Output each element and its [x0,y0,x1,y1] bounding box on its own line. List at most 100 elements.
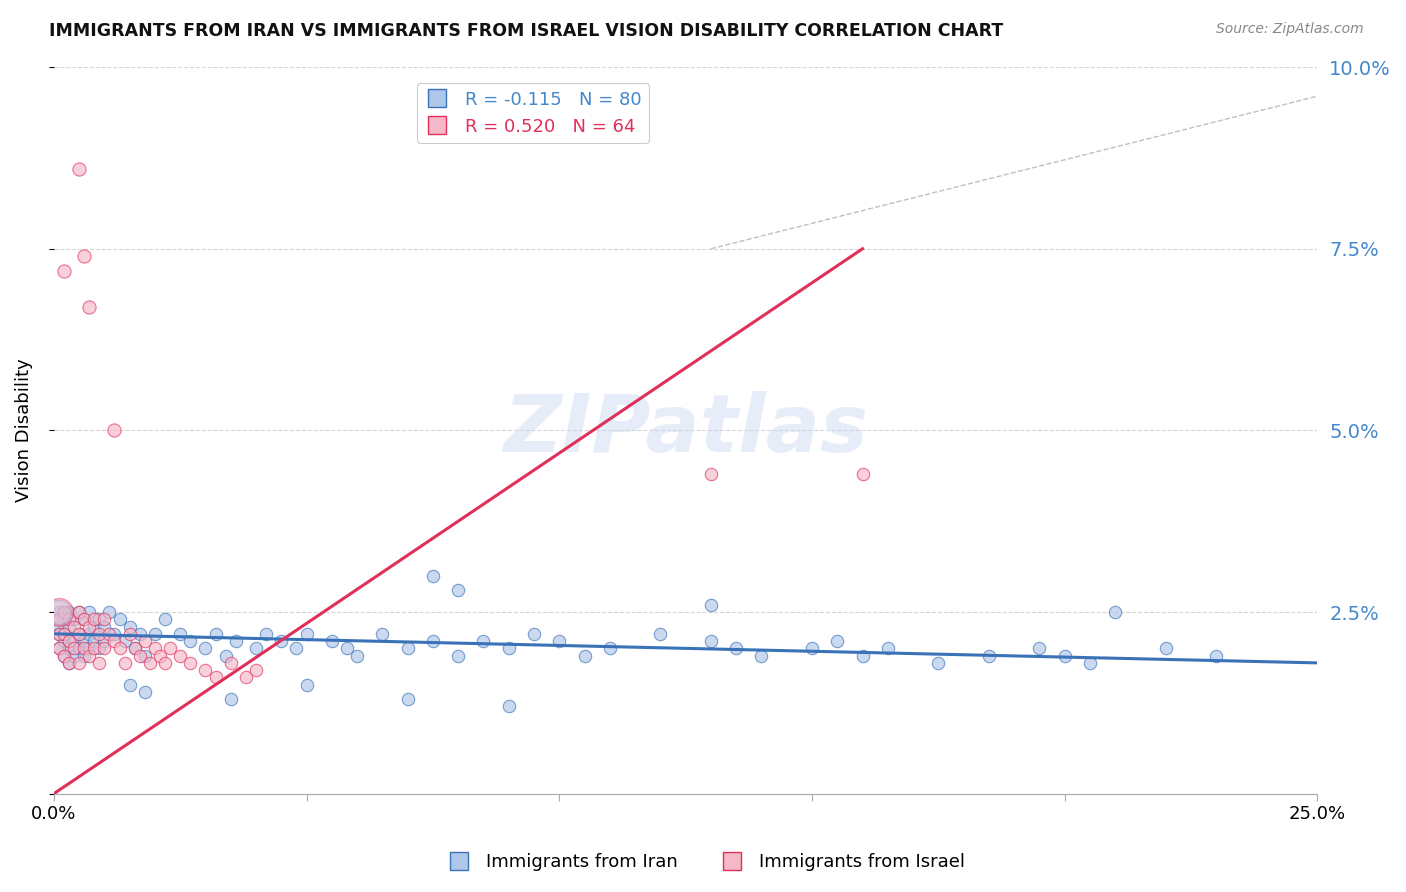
Point [93,619,115,633]
Point [179,656,201,670]
Point [89,641,111,656]
Point [63,619,86,633]
Point [128,627,150,641]
Point [194,641,217,656]
Point [139,656,162,670]
Point [876,641,898,656]
Point [124,641,146,656]
Point [52,627,75,641]
Point [67,627,90,641]
Point [118,678,141,692]
Point [58,656,80,670]
Point [93,612,115,626]
Point [52,612,75,626]
Point [1028,641,1050,656]
Text: ZIPatlas: ZIPatlas [503,392,868,469]
Point [321,634,343,648]
Point [472,634,495,648]
Point [48,612,70,626]
Point [73,634,96,648]
Point [48,605,70,619]
Point [204,627,226,641]
Point [153,612,176,626]
Point [83,634,105,648]
Point [134,648,156,663]
Text: Source: ZipAtlas.com: Source: ZipAtlas.com [1216,22,1364,37]
Point [89,612,111,626]
Point [63,641,86,656]
Point [118,619,141,633]
Point [219,656,242,670]
Point [77,300,100,314]
Point [114,634,136,648]
Point [235,670,257,684]
Point [498,641,520,656]
Point [108,641,131,656]
Point [801,641,824,656]
Point [396,641,419,656]
Point [1053,648,1076,663]
Legend: Immigrants from Iran, Immigrants from Israel: Immigrants from Iran, Immigrants from Is… [433,847,973,879]
Point [134,685,156,699]
Point [103,627,125,641]
Point [169,648,191,663]
Point [396,692,419,706]
Point [52,263,75,277]
Point [114,656,136,670]
Point [725,641,748,656]
Point [77,605,100,619]
Point [159,641,181,656]
Point [215,648,238,663]
Point [52,605,75,619]
Point [52,648,75,663]
Point [700,634,723,648]
Point [751,648,773,663]
Point [128,648,150,663]
Point [179,634,201,648]
Point [498,699,520,714]
Point [194,663,217,677]
Point [153,656,176,670]
Point [48,641,70,656]
Point [143,641,166,656]
Point [73,612,96,626]
Point [48,627,70,641]
Point [285,641,308,656]
Y-axis label: Vision Disability: Vision Disability [15,359,32,502]
Legend: R = -0.115   N = 80, R = 0.520   N = 64: R = -0.115 N = 80, R = 0.520 N = 64 [416,83,650,143]
Point [295,627,318,641]
Point [77,648,100,663]
Point [58,641,80,656]
Point [851,467,873,481]
Point [98,627,121,641]
Point [548,634,571,648]
Point [83,619,105,633]
Text: IMMIGRANTS FROM IRAN VS IMMIGRANTS FROM ISRAEL VISION DISABILITY CORRELATION CHA: IMMIGRANTS FROM IRAN VS IMMIGRANTS FROM … [49,22,1004,40]
Point [927,656,949,670]
Point [124,641,146,656]
Point [650,627,672,641]
Point [52,634,75,648]
Point [219,692,242,706]
Point [1078,656,1101,670]
Point [63,612,86,626]
Point [169,627,191,641]
Point [63,648,86,663]
Point [67,605,90,619]
Point [851,648,873,663]
Point [336,641,359,656]
Point [77,619,100,633]
Point [977,648,1000,663]
Point [422,568,444,582]
Point [48,641,70,656]
Point [58,612,80,626]
Point [58,605,80,619]
Point [143,627,166,641]
Point [149,648,172,663]
Point [574,648,596,663]
Point [58,656,80,670]
Point [700,467,723,481]
Point [67,627,90,641]
Point [270,634,292,648]
Point [63,634,86,648]
